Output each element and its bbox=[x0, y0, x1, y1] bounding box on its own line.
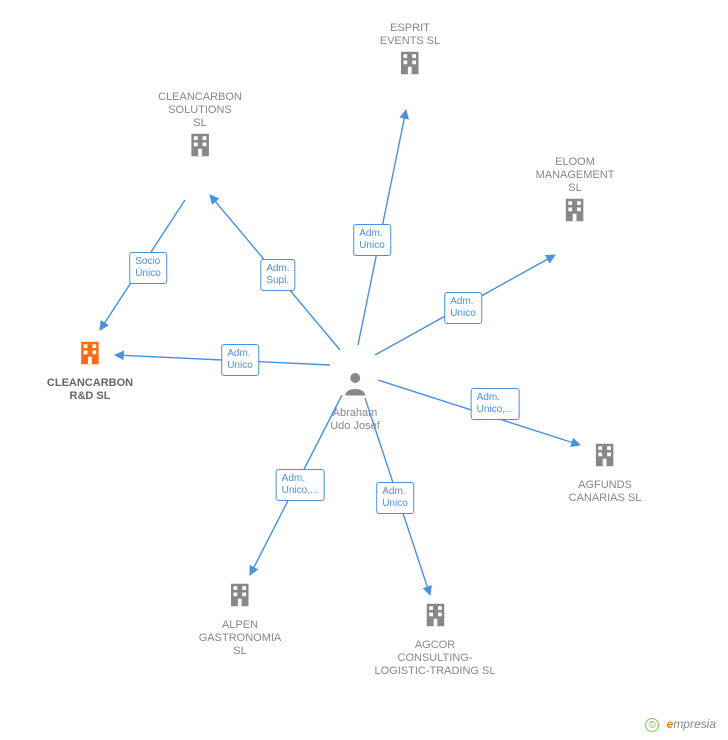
node-esprit[interactable]: ESPRIT EVENTS SL bbox=[380, 18, 441, 83]
edge-label-abraham-esprit: Adm. Unico bbox=[353, 224, 391, 256]
edge-label-abraham-agcor: Adm. Unico bbox=[376, 482, 414, 514]
building-icon bbox=[225, 597, 255, 614]
edge-label-abraham-agfunds: Adm. Unico,... bbox=[471, 388, 520, 420]
building-icon bbox=[590, 457, 620, 474]
node-cleancarbon_rd[interactable]: CLEANCARBON R&D SL bbox=[47, 338, 133, 403]
edge-label-abraham-cleancarbon_rd: Adm. Unico bbox=[221, 344, 259, 376]
node-agfunds[interactable]: AGFUNDS CANARIAS SL bbox=[569, 440, 642, 505]
node-label: ALPEN GASTRONOMIA SL bbox=[199, 619, 282, 658]
watermark: © empresia bbox=[645, 717, 716, 732]
person-icon bbox=[340, 385, 370, 402]
node-label: Abraham Udo Josef bbox=[330, 407, 380, 433]
edge-label-abraham-cleancarbon_solutions: Adm. Supl. bbox=[260, 259, 295, 291]
node-agcor[interactable]: AGCOR CONSULTING- LOGISTIC-TRADING SL bbox=[374, 600, 495, 678]
node-label: CLEANCARBON R&D SL bbox=[47, 377, 133, 403]
building-icon bbox=[560, 212, 590, 229]
node-label: ELOOM MANAGEMENT SL bbox=[536, 156, 615, 195]
node-cleancarbon_solutions[interactable]: CLEANCARBON SOLUTIONS SL bbox=[158, 87, 242, 165]
node-eloom[interactable]: ELOOM MANAGEMENT SL bbox=[536, 152, 615, 230]
node-label: CLEANCARBON SOLUTIONS SL bbox=[158, 91, 242, 130]
node-alpen[interactable]: ALPEN GASTRONOMIA SL bbox=[199, 580, 282, 658]
building-icon bbox=[185, 147, 215, 164]
node-label: AGCOR CONSULTING- LOGISTIC-TRADING SL bbox=[374, 639, 495, 678]
building-icon bbox=[395, 65, 425, 82]
building-icon bbox=[75, 355, 105, 372]
edge-label-cleancarbon_solutions-cleancarbon_rd: Socio Único bbox=[129, 252, 167, 284]
node-label: ESPRIT EVENTS SL bbox=[380, 22, 441, 48]
node-abraham[interactable]: Abraham Udo Josef bbox=[330, 368, 380, 433]
edge-label-abraham-alpen: Adm. Unico,... bbox=[276, 469, 325, 501]
building-icon bbox=[420, 617, 450, 634]
node-label: AGFUNDS CANARIAS SL bbox=[569, 479, 642, 505]
copyright-symbol: © bbox=[645, 718, 659, 732]
brand-rest: mpresia bbox=[673, 717, 716, 731]
edge-label-abraham-eloom: Adm. Unico bbox=[444, 292, 482, 324]
